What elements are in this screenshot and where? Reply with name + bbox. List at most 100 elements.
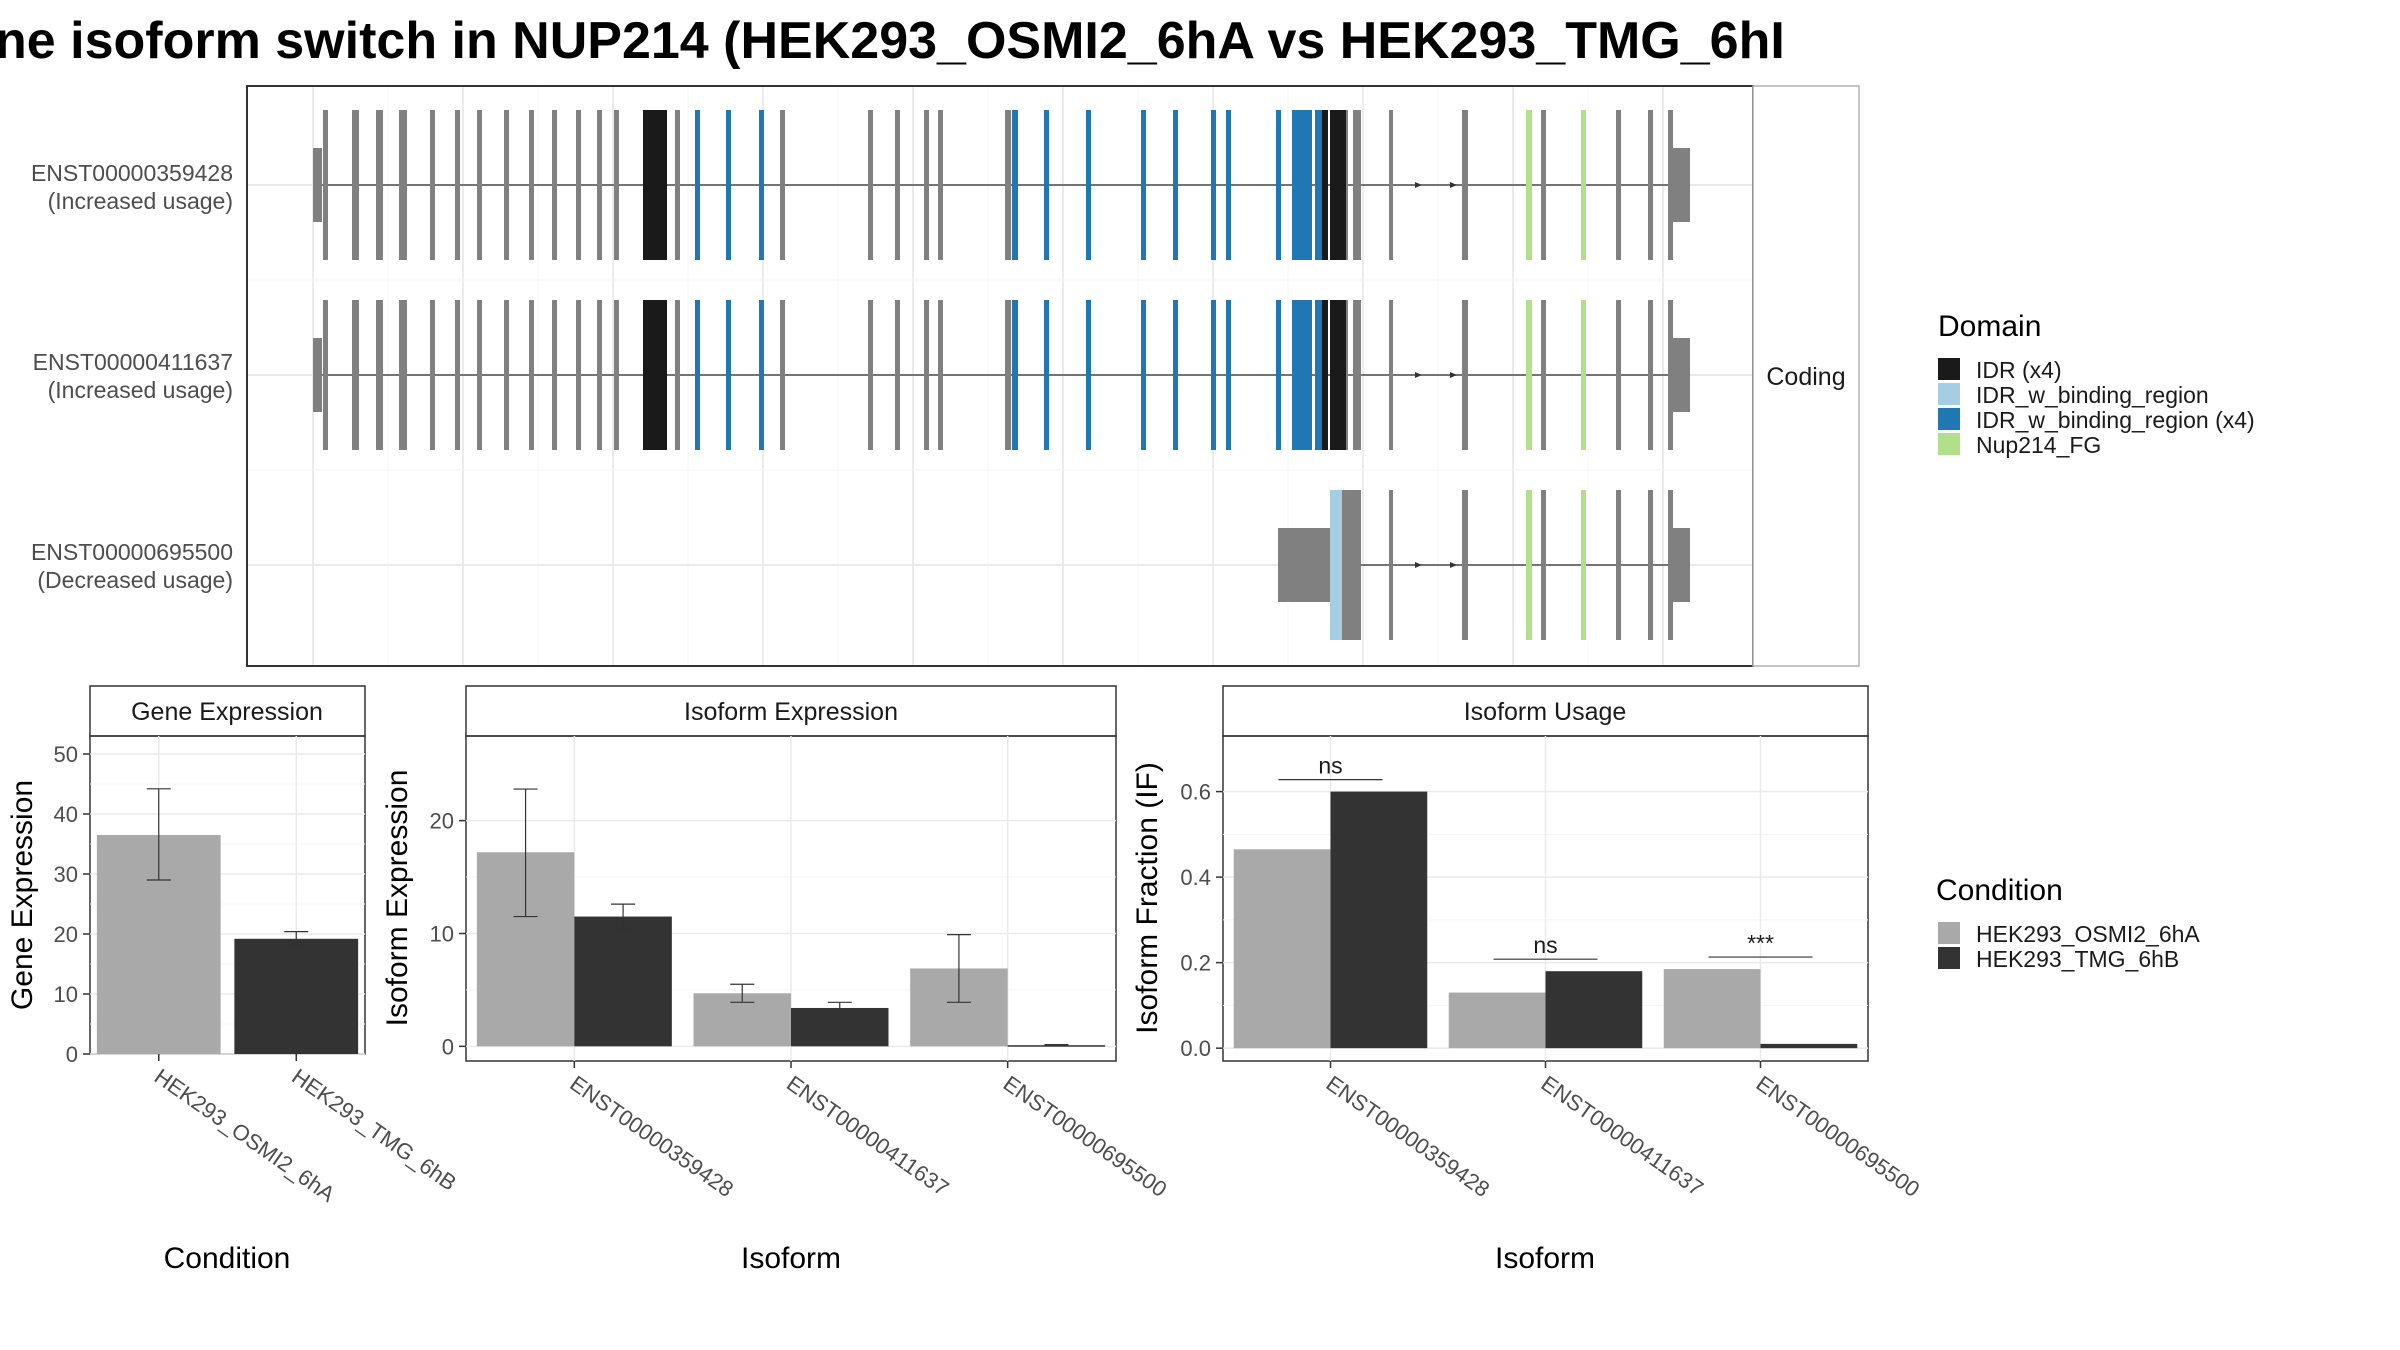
exon (399, 110, 407, 260)
legend-label-osmi2: HEK293_OSMI2_6hA (1976, 921, 2200, 947)
domain-segment (759, 110, 764, 260)
domain-segment (1044, 110, 1049, 260)
exon (529, 110, 534, 260)
exon (1541, 110, 1546, 260)
exon (1353, 110, 1361, 260)
exon (1462, 300, 1468, 450)
exon (1668, 110, 1673, 260)
gene-expression-x-title: Condition (164, 1242, 291, 1275)
utr-3prime (1668, 528, 1690, 602)
exon (675, 110, 680, 260)
significance-label: ns (1533, 932, 1557, 958)
y-tick-label: 0.6 (1180, 780, 1211, 805)
domain-segment (1211, 110, 1216, 260)
isoform-usage-strip (1222, 685, 1869, 737)
legend-label-idr-binding-x4: IDR_w_binding_region (x4) (1976, 407, 2255, 433)
bar (1233, 849, 1331, 1049)
utr-5prime (1278, 528, 1330, 602)
domain-segment (1173, 110, 1178, 260)
isoform-usage-y-title: Isoform Fraction (IF) (1131, 762, 1164, 1034)
isoform-usage-panel: Isoform Usage 0.0 0.2 0.4 0.6 ENST0000035942… (1131, 685, 1925, 1275)
strand-arrow (1450, 372, 1457, 378)
exon (504, 110, 509, 260)
legend-label-nup214-fg: Nup214_FG (1976, 432, 2101, 458)
strand-arrow (1415, 562, 1422, 568)
x-tick-label: ENST00000411637 (1537, 1071, 1708, 1201)
y-tick-label: 40 (54, 802, 78, 827)
exon (895, 300, 900, 450)
exon (552, 110, 557, 260)
exon (1616, 300, 1621, 450)
exon (430, 300, 435, 450)
exon (1648, 490, 1653, 640)
utr-5prime (313, 338, 322, 412)
legend-key-idr-binding (1938, 383, 1960, 405)
exon (430, 110, 435, 260)
transcript-note-3: (Decreased usage) (37, 567, 233, 593)
x-tick-label: ENST00000411637 (782, 1071, 953, 1201)
exon (455, 110, 460, 260)
exon (1389, 300, 1393, 450)
y-tick-label: 10 (54, 982, 78, 1007)
strand-arrow (1415, 182, 1422, 188)
exon (1353, 300, 1361, 450)
legend-key-osmi2 (1938, 922, 1960, 944)
exon (938, 110, 943, 260)
isoform-usage-title: Isoform Usage (1464, 698, 1627, 726)
y-tick-label: 50 (54, 742, 78, 767)
exon (780, 300, 785, 450)
exon (938, 300, 943, 450)
domain-segment (1330, 110, 1346, 260)
legend-label-idr-binding: IDR_w_binding_region (1976, 382, 2209, 408)
utr-5prime (313, 148, 322, 222)
isoform-expression-y-title: Isoform Expression (381, 770, 414, 1027)
bar (1663, 969, 1761, 1049)
exon (1389, 490, 1393, 640)
domain-segment (1581, 110, 1586, 260)
y-tick-label: 0.4 (1180, 865, 1211, 890)
exon (597, 300, 602, 450)
legend-label-idr: IDR (x4) (1976, 357, 2062, 383)
exon (597, 110, 602, 260)
domain-segment (1292, 110, 1312, 260)
transcript-label-1: ENST00000359428 (31, 160, 233, 186)
exon (1005, 300, 1011, 450)
domain-segment (655, 300, 667, 450)
gene-expression-y-title: Gene Expression (6, 780, 39, 1010)
exon (352, 110, 359, 260)
exon (323, 300, 328, 450)
exon (1541, 490, 1546, 640)
facet-strip (1752, 85, 1860, 667)
transcript-rows (313, 110, 1690, 640)
exon (352, 300, 359, 450)
exon (675, 300, 680, 450)
x-tick-label: ENST00000695500 (999, 1071, 1172, 1202)
exon (868, 300, 873, 450)
domain-segment (1086, 110, 1091, 260)
condition-legend-title: Condition (1936, 874, 2063, 907)
domain-segment (1276, 300, 1281, 450)
domain-segment (655, 110, 667, 260)
y-tick-label: 20 (54, 922, 78, 947)
exon (455, 300, 460, 450)
gene-expression-strip (89, 685, 366, 737)
exon (376, 300, 383, 450)
domain-segment (1315, 300, 1323, 450)
exon (1389, 110, 1393, 260)
isoform-expression-title: Isoform Expression (684, 698, 898, 726)
exon (780, 110, 785, 260)
legend-key-idr (1938, 358, 1960, 380)
domain-segment (1581, 300, 1586, 450)
x-tick-label: ENST00000695500 (1752, 1071, 1925, 1202)
x-tick-label: ENST00000359428 (565, 1071, 738, 1202)
exon (576, 300, 581, 450)
exon (1462, 110, 1468, 260)
significance-label: ns (1318, 753, 1342, 779)
domain-segment (1322, 110, 1328, 260)
y-tick-label: 30 (54, 862, 78, 887)
gene-expression-title: Gene Expression (131, 698, 323, 726)
transcript-row-2 (313, 300, 1690, 450)
facet-label-coding: Coding (1766, 363, 1845, 391)
transcript-row-3 (1278, 490, 1690, 640)
bar (1545, 971, 1643, 1049)
